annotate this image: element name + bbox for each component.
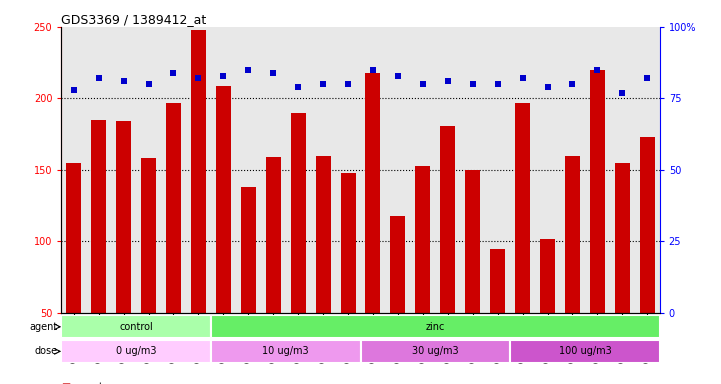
Point — [193, 75, 204, 81]
Bar — [490, 248, 505, 384]
Point — [567, 81, 578, 87]
Bar — [166, 103, 181, 384]
Bar — [316, 156, 330, 384]
Point — [517, 75, 528, 81]
Bar — [415, 166, 430, 384]
Bar — [441, 126, 455, 384]
Bar — [116, 121, 131, 384]
Point — [342, 81, 354, 87]
Point — [642, 75, 653, 81]
Point — [143, 81, 154, 87]
Bar — [211, 340, 360, 363]
Point — [317, 81, 329, 87]
Point — [592, 67, 603, 73]
Bar — [266, 157, 280, 384]
Text: 10 ug/m3: 10 ug/m3 — [262, 346, 309, 356]
Bar — [366, 73, 381, 384]
Bar — [391, 216, 405, 384]
Point — [267, 70, 279, 76]
Point — [68, 87, 79, 93]
Bar — [565, 156, 580, 384]
Text: ■: ■ — [61, 382, 71, 384]
Point — [417, 81, 428, 87]
Text: GDS3369 / 1389412_at: GDS3369 / 1389412_at — [61, 13, 206, 26]
Point — [168, 70, 180, 76]
Text: agent: agent — [30, 322, 58, 332]
Bar — [340, 173, 355, 384]
Point — [442, 78, 454, 84]
Bar — [615, 163, 630, 384]
Text: dose: dose — [35, 346, 58, 356]
Point — [118, 78, 129, 84]
Bar — [510, 340, 660, 363]
Bar — [91, 120, 106, 384]
Point — [616, 89, 628, 96]
Bar — [515, 103, 530, 384]
Bar — [241, 187, 256, 384]
Bar — [61, 340, 211, 363]
Point — [367, 67, 379, 73]
Bar — [216, 86, 231, 384]
Text: count: count — [77, 382, 103, 384]
Bar — [360, 340, 510, 363]
Bar — [590, 70, 605, 384]
Point — [242, 67, 254, 73]
Point — [218, 73, 229, 79]
Bar — [211, 315, 660, 338]
Bar — [465, 170, 480, 384]
Point — [467, 81, 479, 87]
Bar — [61, 315, 211, 338]
Bar — [640, 137, 655, 384]
Bar — [191, 30, 206, 384]
Bar — [66, 163, 81, 384]
Text: control: control — [119, 322, 153, 332]
Bar — [291, 113, 306, 384]
Point — [492, 81, 503, 87]
Text: 100 ug/m3: 100 ug/m3 — [559, 346, 611, 356]
Text: 0 ug/m3: 0 ug/m3 — [116, 346, 156, 356]
Point — [93, 75, 105, 81]
Point — [541, 84, 553, 90]
Bar — [540, 238, 555, 384]
Text: 30 ug/m3: 30 ug/m3 — [412, 346, 459, 356]
Point — [293, 84, 304, 90]
Bar — [141, 159, 156, 384]
Point — [392, 73, 404, 79]
Text: zinc: zinc — [425, 322, 445, 332]
